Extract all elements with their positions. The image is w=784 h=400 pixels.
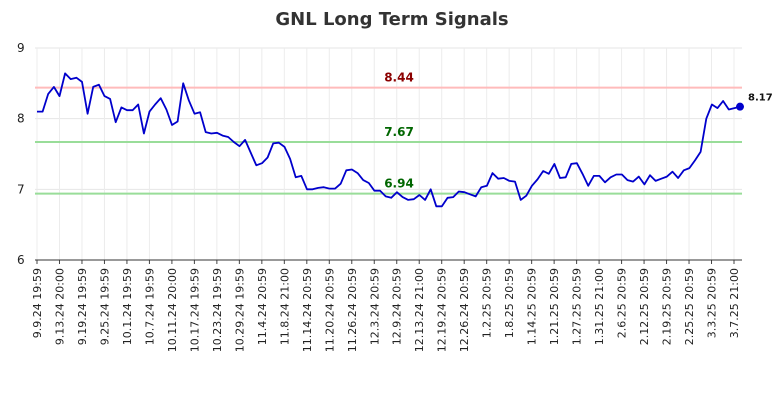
chart-title: GNL Long Term Signals	[275, 9, 508, 30]
reference-line-label: 6.94	[384, 177, 414, 191]
last-point-marker	[736, 102, 744, 111]
x-tick-label: 2.25.25 20:59	[683, 268, 696, 345]
reference-line-label: 8.44	[384, 71, 414, 85]
x-tick-label: 1.8.25 20:59	[503, 268, 516, 338]
x-tick-label: 12.3.24 20:59	[368, 268, 381, 345]
axes: 6 7 8 9 9.9.24 19:59 9.13.24 20:00 9.19.24 19:…	[17, 41, 742, 352]
x-tick-label: 11.14.24 20:59	[301, 268, 314, 352]
series	[37, 72, 744, 208]
series-line	[37, 72, 741, 208]
y-tick-label: 8	[17, 112, 25, 126]
x-tick-label: 10.1.24 19:59	[121, 268, 134, 345]
x-tick-label: 11.4.24 20:59	[256, 268, 269, 345]
x-tick-label: 1.14.25 20:59	[526, 268, 539, 345]
reference-lines	[35, 86, 742, 195]
x-tick-label: 9.13.24 20:00	[53, 268, 66, 345]
x-tick-label: 12.9.24 20:59	[391, 268, 404, 345]
x-tick-label: 11.8.24 21:00	[278, 268, 291, 345]
x-tick-label: 10.29.24 19:59	[233, 268, 246, 352]
x-tick-label: 2.19.25 20:59	[661, 268, 674, 345]
x-tick-label: 2.12.25 20:59	[638, 268, 651, 345]
labels: 8.44 7.67 6.94 8.17	[384, 71, 773, 191]
x-tick-label: 11.26.24 20:59	[346, 268, 359, 352]
x-tick-label: 1.2.25 20:59	[481, 268, 494, 338]
x-tick-label: 9.19.24 19:59	[76, 268, 89, 345]
x-tick-label: 1.27.25 20:59	[571, 268, 584, 345]
reference-line-label: 7.67	[384, 125, 414, 139]
x-tick-label: 1.21.25 20:59	[548, 268, 561, 345]
y-tick-label: 6	[17, 253, 25, 267]
x-tick-label: 12.26.24 20:59	[458, 268, 471, 352]
grid	[35, 47, 742, 261]
x-tick-label: 9.25.24 19:59	[98, 268, 111, 345]
x-tick-label: 3.3.25 20:59	[706, 268, 719, 338]
x-tick-label: 10.17.24 19:59	[188, 268, 201, 352]
x-tick-label: 12.19.24 20:59	[436, 268, 449, 352]
x-tick-label: 9.9.24 19:59	[31, 268, 44, 338]
x-tick-label: 12.13.24 21:00	[413, 268, 426, 352]
y-tick-label: 9	[17, 41, 25, 55]
x-tick-label: 10.23.24 19:59	[211, 268, 224, 352]
last-point-label: 8.17	[748, 93, 773, 104]
x-tick-label: 10.11.24 20:00	[166, 268, 179, 352]
y-tick-label: 7	[17, 182, 25, 196]
x-tick-label: 1.31.25 21:00	[593, 268, 606, 345]
x-tick-label: 10.7.24 19:59	[143, 268, 156, 345]
x-tick-label: 2.6.25 20:59	[616, 268, 629, 338]
x-tick-label: 11.20.24 20:59	[323, 268, 336, 352]
x-tick-label: 3.7.25 21:00	[728, 268, 741, 338]
